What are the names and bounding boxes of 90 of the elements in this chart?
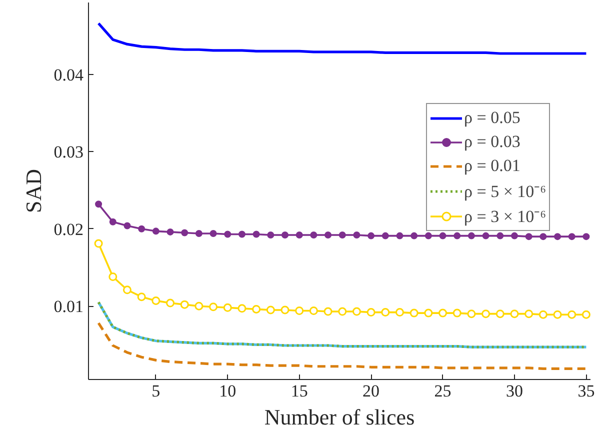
point <box>524 310 534 318</box>
point <box>525 233 532 240</box>
x-tick-label: 25 <box>434 382 452 400</box>
point <box>152 296 160 305</box>
point <box>553 310 562 319</box>
x-tick-label: 10 <box>219 382 236 400</box>
point <box>252 230 260 238</box>
line-series <box>97 22 588 55</box>
point <box>194 302 204 310</box>
point <box>310 232 318 239</box>
legend-label: ρ = 3 × 10⁻⁶ <box>464 206 546 227</box>
point <box>210 230 217 237</box>
point <box>424 232 432 240</box>
point <box>410 232 418 240</box>
point <box>496 232 504 240</box>
legend-label: ρ = 0.03 <box>464 131 520 153</box>
y-tick-label: 0.01 <box>54 297 84 316</box>
point <box>137 292 146 302</box>
x-axis-title: Number of slices <box>264 404 415 430</box>
point <box>368 232 375 240</box>
point <box>166 298 175 308</box>
x-tick-label: 35 <box>578 382 595 400</box>
legend-label: ρ = 0.05 <box>464 107 520 129</box>
point <box>108 272 118 281</box>
point <box>510 232 518 240</box>
point <box>280 306 290 314</box>
point <box>124 222 131 230</box>
point <box>496 310 504 318</box>
point <box>195 230 202 237</box>
point <box>209 302 218 312</box>
point <box>538 310 548 319</box>
point <box>95 200 102 208</box>
point <box>324 307 332 316</box>
point <box>582 310 590 319</box>
point <box>381 308 390 317</box>
point <box>410 308 418 318</box>
point <box>180 300 189 309</box>
legend-label: ρ = 0.01 <box>464 155 520 177</box>
y-tick-label: 0.02 <box>54 220 84 239</box>
point <box>238 304 246 313</box>
x-tick-label: 5 <box>152 382 160 400</box>
point <box>94 239 103 248</box>
point <box>382 232 389 240</box>
x-tick-label: 15 <box>290 382 308 400</box>
point <box>166 228 174 236</box>
point <box>281 232 288 239</box>
x-tick-label: 20 <box>362 382 380 400</box>
point <box>366 308 376 317</box>
point <box>309 306 318 315</box>
point <box>223 303 232 312</box>
x-tick-label: 30 <box>506 382 523 400</box>
point <box>138 225 146 232</box>
point <box>438 308 448 318</box>
point <box>454 232 461 240</box>
point <box>238 230 246 238</box>
point <box>109 218 116 226</box>
point <box>424 308 433 318</box>
point <box>467 310 476 318</box>
point <box>224 230 232 238</box>
point <box>468 232 475 240</box>
point <box>296 232 303 239</box>
point <box>353 232 360 239</box>
point <box>338 307 347 316</box>
point <box>582 233 590 240</box>
point <box>395 308 404 317</box>
y-tick-label: 0.04 <box>54 65 84 84</box>
point <box>122 286 132 294</box>
point <box>482 232 490 240</box>
point <box>568 310 576 319</box>
point <box>568 233 576 240</box>
y-tick-label: 0.03 <box>54 142 84 162</box>
point <box>452 308 462 318</box>
point <box>267 232 274 239</box>
point <box>540 233 547 240</box>
point <box>324 232 332 239</box>
point <box>439 232 446 240</box>
y-axis-title: SAD <box>20 168 46 214</box>
line-series <box>97 322 588 370</box>
point <box>295 306 304 315</box>
point <box>352 307 361 316</box>
point <box>152 228 160 235</box>
point <box>510 310 519 318</box>
point <box>266 306 275 314</box>
point <box>181 229 188 236</box>
point <box>252 304 261 314</box>
point <box>338 232 346 239</box>
legend-label: ρ = 5 × 10⁻⁶ <box>464 181 546 202</box>
point <box>482 310 490 318</box>
point <box>554 233 562 240</box>
point <box>396 232 404 240</box>
